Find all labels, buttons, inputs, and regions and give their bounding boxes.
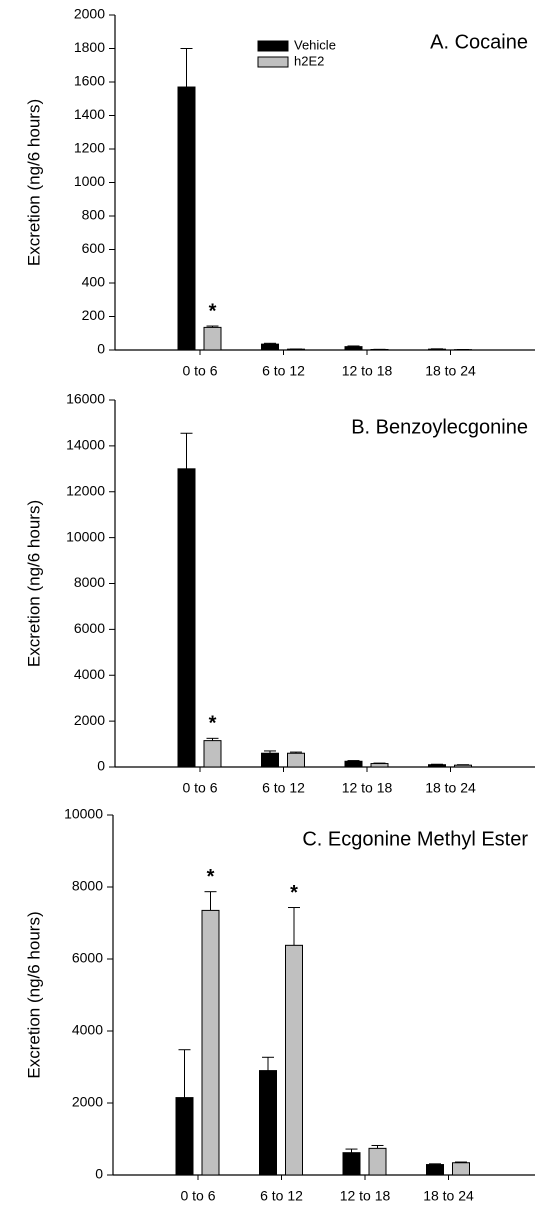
x-tick-label: 0 to 6 xyxy=(182,363,217,379)
x-tick-label: 6 to 12 xyxy=(262,780,305,796)
y-axis-label: Excretion (ng/6 hours) xyxy=(24,911,43,1078)
y-tick-label: 14000 xyxy=(66,437,105,453)
bar xyxy=(428,348,446,351)
y-tick-label: 2000 xyxy=(74,6,105,22)
y-tick-label: 1200 xyxy=(74,140,105,156)
legend-swatch xyxy=(257,40,289,52)
y-tick-label: 1600 xyxy=(74,73,105,89)
bar xyxy=(452,1162,470,1176)
y-tick-label: 8000 xyxy=(74,574,105,590)
y-tick-label: 4000 xyxy=(72,1022,103,1038)
y-tick-label: 8000 xyxy=(72,878,103,894)
bar xyxy=(287,348,305,351)
bar xyxy=(428,764,446,768)
y-tick-label: 2000 xyxy=(74,712,105,728)
y-tick-label: 0 xyxy=(97,758,105,774)
bar xyxy=(368,1147,387,1176)
legend-swatch xyxy=(257,56,289,68)
y-tick-label: 400 xyxy=(82,274,106,290)
y-tick-label: 600 xyxy=(82,240,106,256)
x-tick-label: 18 to 24 xyxy=(423,1188,474,1204)
significance-marker: * xyxy=(209,300,217,322)
bar xyxy=(344,760,363,768)
x-tick-label: 12 to 18 xyxy=(342,780,393,796)
chart-title: B. Benzoylecgonine xyxy=(351,416,528,438)
y-tick-label: 800 xyxy=(82,207,106,223)
bar xyxy=(177,86,196,351)
x-tick-label: 0 to 6 xyxy=(182,780,217,796)
chart-title: A. Cocaine xyxy=(430,31,528,53)
bar xyxy=(287,752,305,768)
y-tick-label: 200 xyxy=(82,307,106,323)
bar xyxy=(261,752,279,768)
significance-marker: * xyxy=(209,713,217,735)
x-tick-label: 18 to 24 xyxy=(425,780,476,796)
x-tick-label: 12 to 18 xyxy=(340,1188,391,1204)
bar xyxy=(342,1152,361,1176)
y-tick-label: 10000 xyxy=(66,528,105,544)
bar xyxy=(370,763,389,768)
y-tick-label: 1400 xyxy=(74,106,105,122)
y-tick-label: 2000 xyxy=(72,1094,103,1110)
bar xyxy=(261,343,279,351)
significance-marker: * xyxy=(290,882,298,904)
y-tick-label: 0 xyxy=(97,341,105,357)
y-axis-label: Excretion (ng/6 hours) xyxy=(24,99,43,266)
y-tick-label: 6000 xyxy=(72,950,103,966)
y-tick-label: 4000 xyxy=(74,666,105,682)
bar xyxy=(259,1070,277,1176)
bar xyxy=(426,1164,444,1176)
x-tick-label: 6 to 12 xyxy=(260,1188,303,1204)
legend-label: Vehicle xyxy=(294,37,336,52)
bar xyxy=(285,944,303,1176)
x-tick-label: 18 to 24 xyxy=(425,363,476,379)
bar xyxy=(344,346,363,351)
bar xyxy=(203,740,222,768)
y-tick-label: 10000 xyxy=(64,806,103,822)
bar xyxy=(177,468,196,768)
bar xyxy=(201,909,220,1176)
bar xyxy=(203,326,222,351)
y-tick-label: 0 xyxy=(95,1166,103,1182)
significance-marker: * xyxy=(207,866,215,888)
legend-label: h2E2 xyxy=(294,53,324,68)
y-tick-label: 1800 xyxy=(74,39,105,55)
bar xyxy=(370,348,389,351)
y-tick-label: 12000 xyxy=(66,482,105,498)
x-tick-label: 6 to 12 xyxy=(262,363,305,379)
bar xyxy=(175,1097,194,1176)
x-tick-label: 12 to 18 xyxy=(342,363,393,379)
bar xyxy=(454,764,472,768)
y-axis-label: Excretion (ng/6 hours) xyxy=(24,500,43,667)
y-tick-label: 1000 xyxy=(74,173,105,189)
y-tick-label: 16000 xyxy=(66,391,105,407)
y-tick-label: 6000 xyxy=(74,620,105,636)
chart-title: C. Ecgonine Methyl Ester xyxy=(302,828,528,850)
x-tick-label: 0 to 6 xyxy=(180,1188,215,1204)
